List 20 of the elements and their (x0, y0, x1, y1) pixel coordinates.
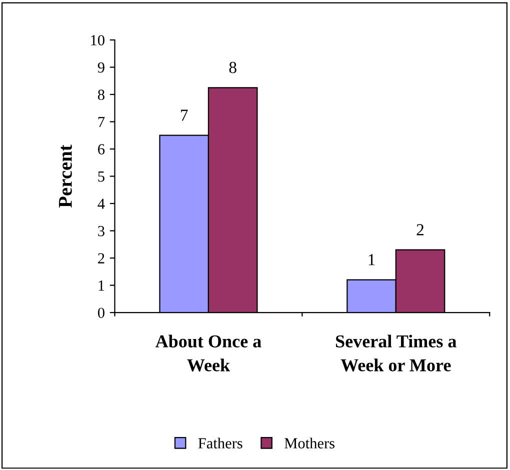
y-tick-label: 5 (98, 172, 104, 182)
y-axis-title: Percent (58, 144, 72, 208)
y-tick-label: 2 (98, 253, 104, 264)
y-tick-label: 7 (98, 117, 105, 128)
x-tick-label: About Once a Week (155, 334, 262, 372)
data-label: 7 (181, 110, 188, 121)
legend-label: Mothers (284, 438, 334, 448)
data-label: 8 (229, 62, 236, 74)
y-tick-label: 8 (98, 90, 104, 100)
y-tick-label: 9 (98, 62, 104, 73)
x-tick-label: Several Times a Week or More (336, 334, 456, 372)
y-tick-label: 6 (98, 144, 105, 154)
y-tick-label: 4 (98, 198, 105, 209)
y-tick-label: 0 (98, 308, 104, 318)
legend-label: Fathers (198, 438, 242, 448)
y-tick-label: 1 (98, 280, 104, 291)
data-label: 1 (368, 254, 375, 266)
y-tick-label: 3 (98, 226, 104, 236)
y-tick-label: 10 (91, 35, 104, 46)
data-label: 2 (416, 224, 424, 236)
